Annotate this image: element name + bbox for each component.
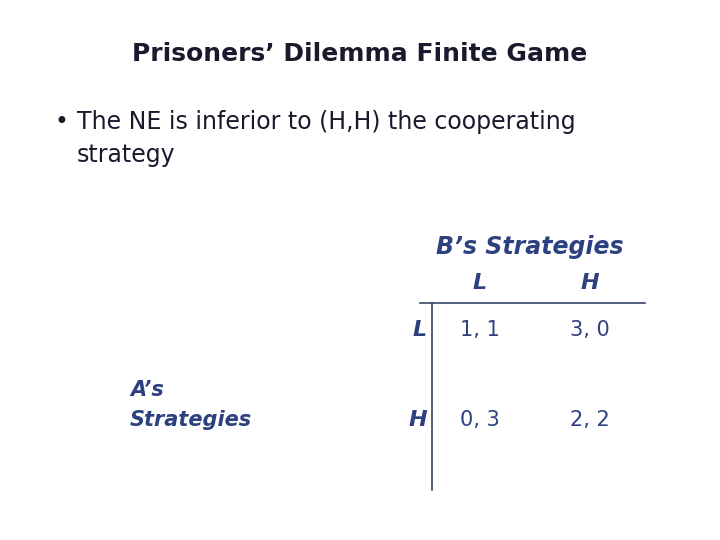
Text: L: L <box>473 273 487 293</box>
Text: Strategies: Strategies <box>130 410 252 430</box>
Text: 0, 3: 0, 3 <box>460 410 500 430</box>
Text: L: L <box>413 320 427 340</box>
Text: 2, 2: 2, 2 <box>570 410 610 430</box>
Text: 3, 0: 3, 0 <box>570 320 610 340</box>
Text: H: H <box>581 273 599 293</box>
Text: H: H <box>408 410 427 430</box>
Text: strategy: strategy <box>77 143 176 167</box>
Text: B’s Strategies: B’s Strategies <box>436 235 624 259</box>
Text: 1, 1: 1, 1 <box>460 320 500 340</box>
Text: Prisoners’ Dilemma Finite Game: Prisoners’ Dilemma Finite Game <box>132 42 588 66</box>
Text: •: • <box>55 110 69 134</box>
Text: The NE is inferior to (H,H) the cooperating: The NE is inferior to (H,H) the cooperat… <box>77 110 575 134</box>
Text: A’s: A’s <box>130 380 163 400</box>
